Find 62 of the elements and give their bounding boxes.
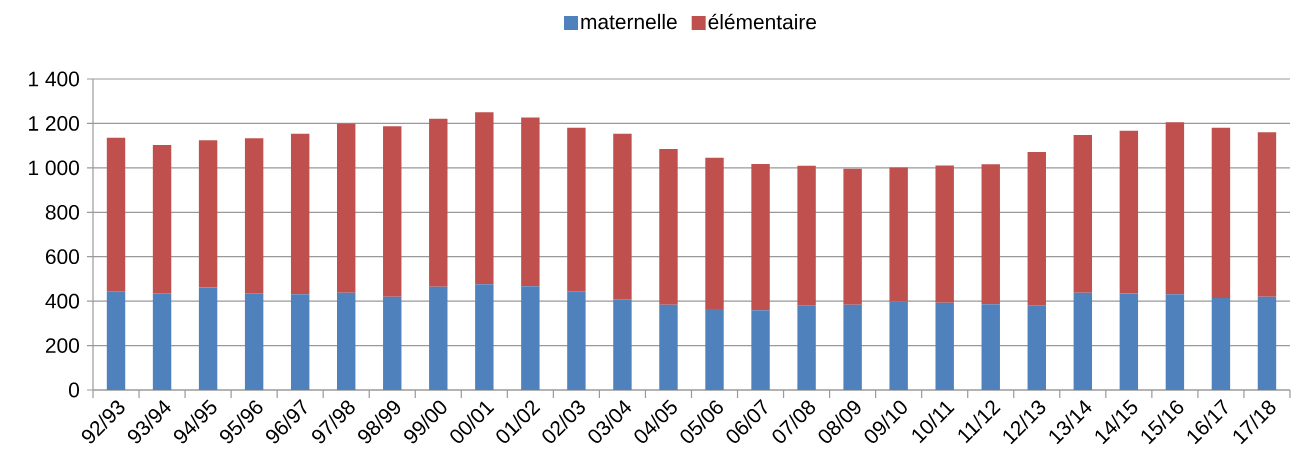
bar: [1073, 292, 1093, 390]
bar: [889, 301, 908, 390]
bar: [935, 302, 954, 390]
bar: [1073, 134, 1093, 293]
bar: [337, 292, 356, 390]
bar: [981, 164, 1000, 305]
bar: [981, 304, 1000, 390]
bar: [521, 117, 540, 287]
y-tick-label: 800: [45, 204, 79, 220]
legend-label: élémentaire: [708, 13, 817, 30]
bar: [198, 140, 218, 288]
bar: [567, 127, 586, 292]
bar: [475, 112, 494, 285]
bar: [290, 294, 310, 390]
y-tick-label: 0: [69, 382, 79, 398]
y-tick-label: 200: [45, 338, 79, 353]
bar: [797, 165, 816, 306]
bar: [1027, 305, 1046, 390]
bar: [613, 133, 632, 300]
bar: [429, 286, 448, 390]
bar: [475, 284, 494, 390]
bar: [383, 296, 402, 390]
bar: [797, 305, 816, 390]
bar: [1211, 127, 1231, 299]
y-tick-label: 1 200: [29, 116, 79, 131]
bar: [290, 133, 310, 295]
y-tick-label: 600: [45, 249, 79, 265]
y-tick-label: 400: [45, 293, 79, 309]
bar: [751, 164, 770, 311]
bar: [659, 148, 678, 305]
bar: [383, 126, 402, 297]
bar: [1119, 130, 1139, 294]
bar: [705, 308, 724, 390]
bar: [337, 123, 356, 293]
bar: [1027, 152, 1046, 306]
y-tick-label: 1 400: [29, 71, 79, 87]
bar: [1165, 122, 1185, 295]
bar: [244, 138, 264, 294]
bar: [843, 304, 862, 390]
bar: [1257, 296, 1277, 390]
bar: [1119, 293, 1139, 390]
bar: [705, 157, 724, 309]
bar: [751, 310, 770, 390]
legend-label: maternelle: [581, 13, 677, 30]
bar: [106, 291, 126, 390]
bar: [521, 286, 540, 390]
bar: [889, 167, 908, 302]
bar: [152, 293, 172, 390]
bar: [1211, 298, 1231, 390]
bar: [1165, 294, 1185, 390]
y-tick-label: 1 000: [29, 160, 79, 176]
bar: [659, 304, 678, 390]
bar: [429, 118, 448, 287]
bar: [198, 287, 218, 390]
bar: [244, 293, 264, 390]
bar: [567, 291, 586, 390]
bar: [106, 137, 126, 292]
bar: [843, 168, 862, 305]
bar: [935, 165, 954, 303]
bar: [613, 299, 632, 390]
bar: [1257, 132, 1277, 297]
bar: [152, 144, 172, 294]
